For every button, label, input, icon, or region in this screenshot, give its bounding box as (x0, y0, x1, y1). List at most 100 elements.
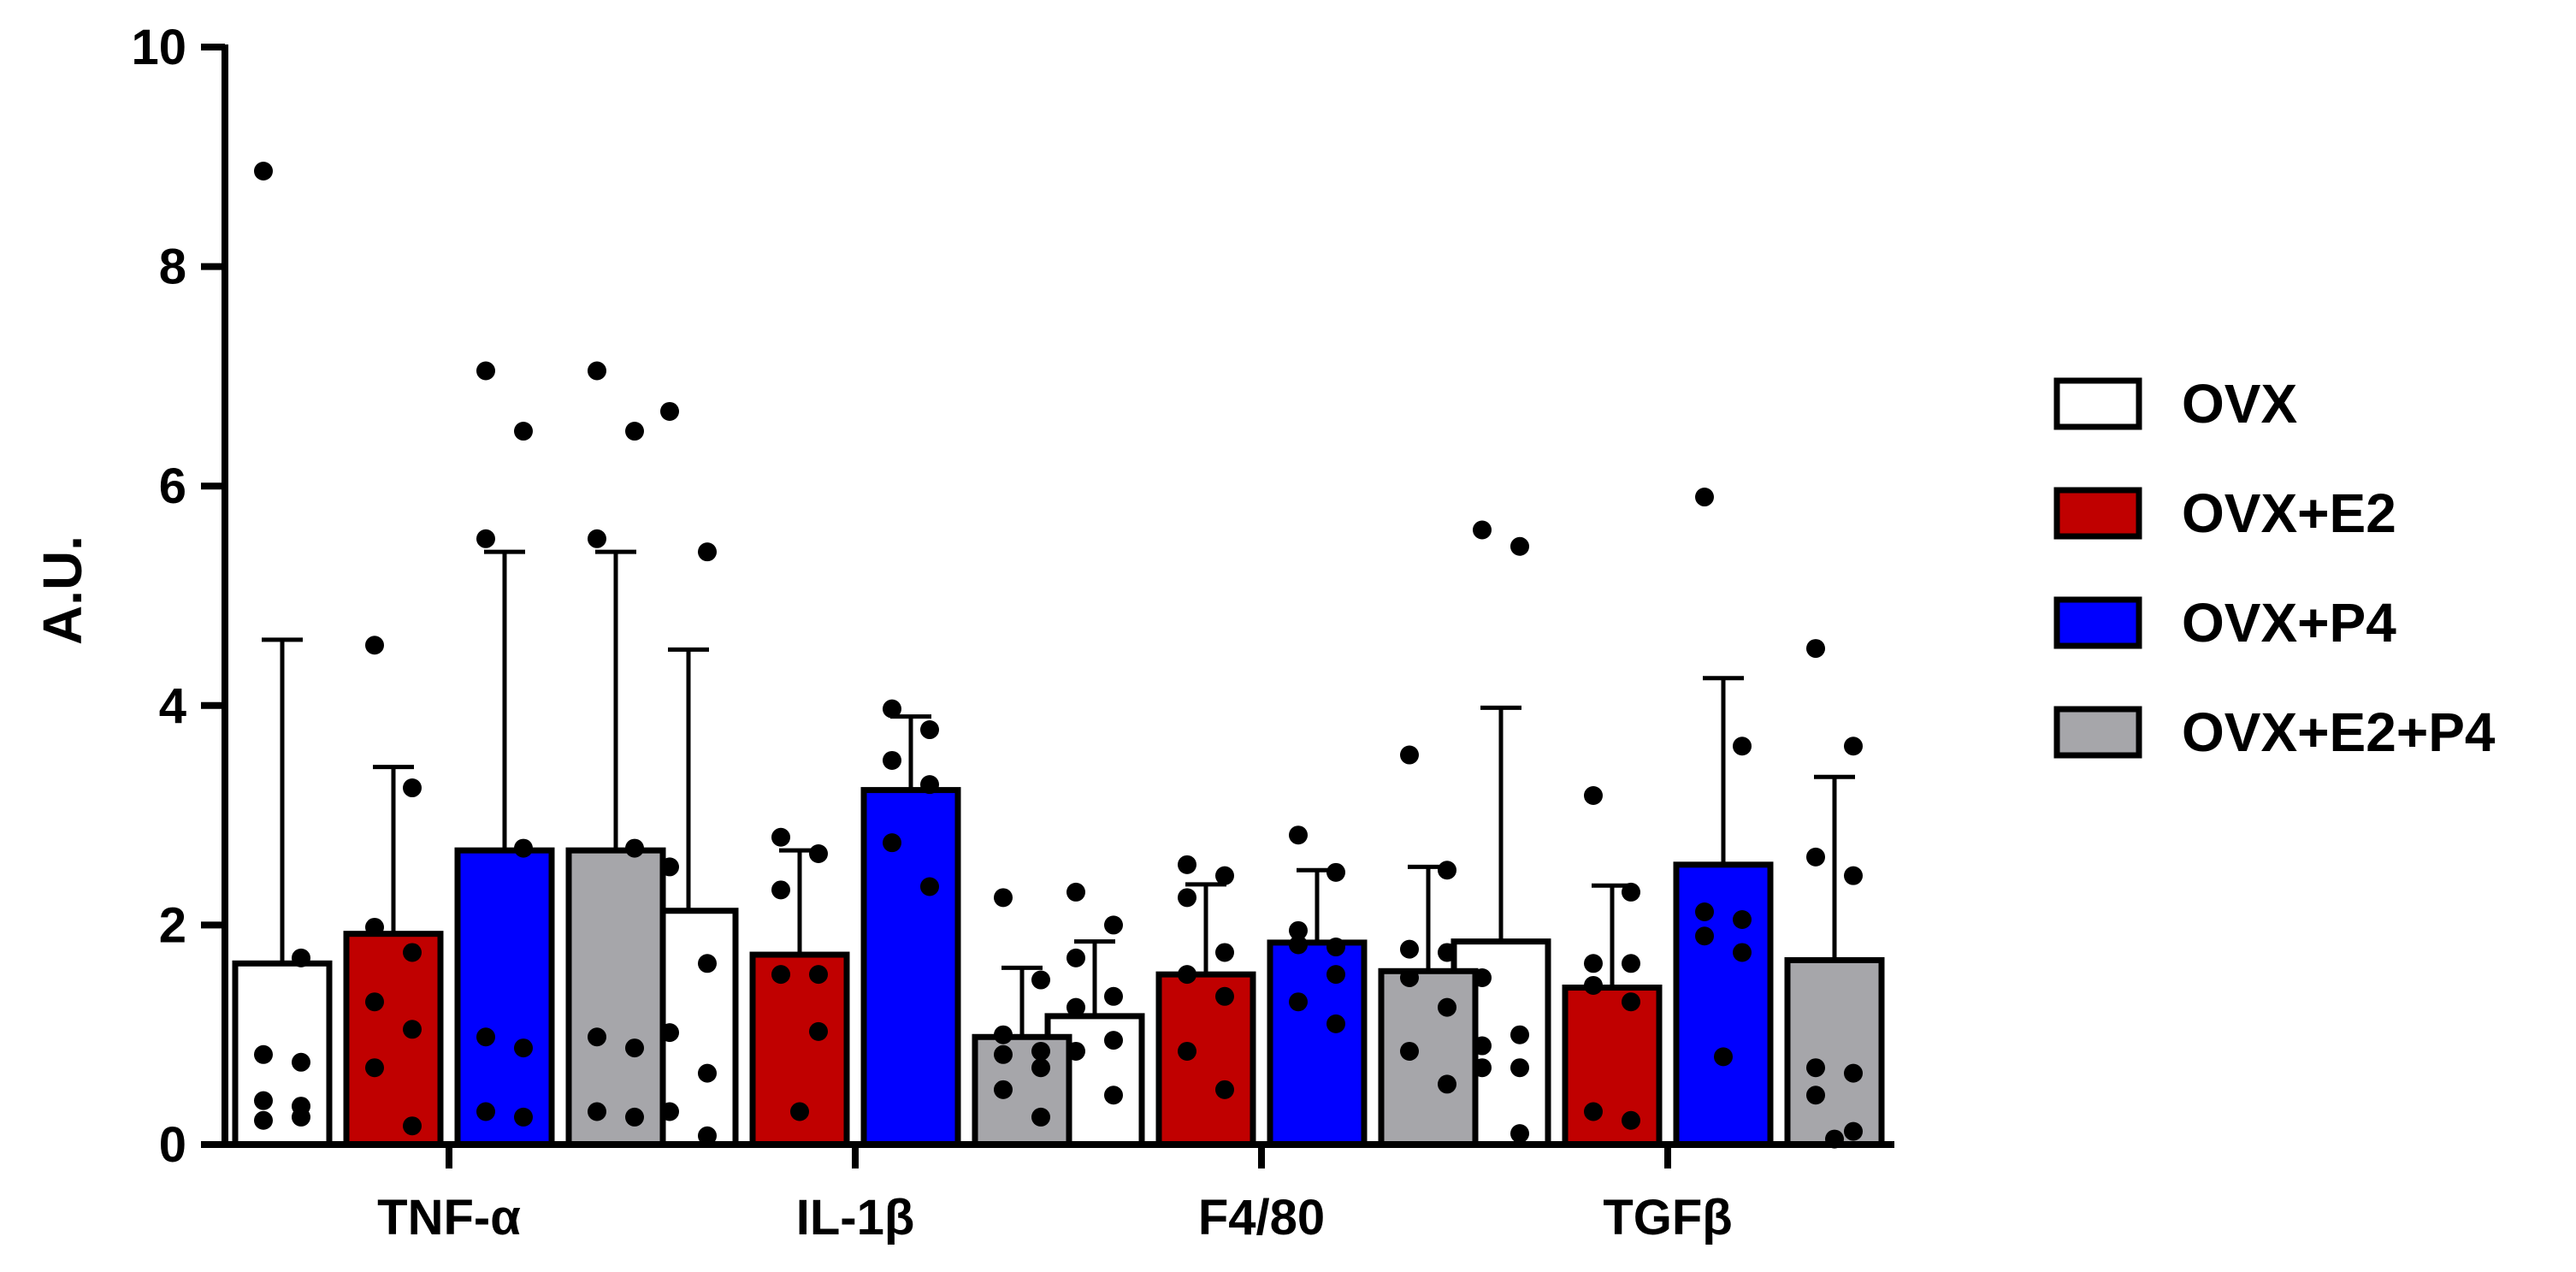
data-point (883, 750, 901, 770)
data-point (1066, 997, 1085, 1017)
data-point (254, 1044, 273, 1064)
data-point (365, 992, 384, 1012)
data-point (1510, 1058, 1529, 1078)
y-tick-label: 0 (159, 1117, 186, 1173)
data-point (1326, 862, 1345, 882)
data-point (1178, 965, 1196, 985)
data-point (994, 1044, 1013, 1064)
data-point (1622, 992, 1640, 1012)
data-point (1104, 1086, 1123, 1105)
data-point (1215, 866, 1234, 885)
data-point (920, 877, 939, 896)
data-point (1733, 737, 1752, 756)
data-point (1806, 1058, 1825, 1078)
data-point (403, 1020, 422, 1039)
legend: OVX OVX+E2 OVX+P4 OVX+E2+P4 (2053, 373, 2496, 763)
data-point (588, 529, 606, 548)
y-tick-label: 10 (131, 20, 186, 75)
data-point (1695, 488, 1714, 507)
data-point (1438, 1074, 1456, 1094)
data-point (1473, 520, 1492, 540)
x-tick-label: TGFβ (1603, 1190, 1732, 1245)
data-point (1584, 975, 1603, 995)
data-point (1844, 1121, 1863, 1141)
data-point (1289, 920, 1308, 940)
data-point (660, 401, 679, 421)
data-point (1806, 847, 1825, 867)
data-point (994, 1080, 1013, 1099)
data-point (1622, 954, 1640, 973)
legend-swatch (2053, 377, 2142, 430)
data-point (1438, 943, 1456, 962)
y-tick-label: 2 (159, 897, 186, 953)
data-point (698, 954, 717, 973)
data-point (1584, 786, 1603, 806)
data-point (1510, 536, 1529, 556)
data-point (1806, 639, 1825, 659)
data-point (771, 827, 790, 847)
data-point (1844, 1063, 1863, 1083)
data-point (625, 1038, 644, 1058)
data-point (625, 1107, 644, 1127)
data-point (994, 1025, 1013, 1044)
data-point (698, 1063, 717, 1083)
data-point (1695, 902, 1714, 922)
data-point (1031, 1058, 1050, 1078)
data-point (365, 636, 384, 655)
data-point (514, 1038, 533, 1058)
data-point (883, 699, 901, 719)
data-point (698, 1126, 717, 1145)
data-point (625, 838, 644, 858)
data-point (1326, 1014, 1345, 1033)
data-point (1733, 943, 1752, 962)
data-point (809, 965, 828, 985)
bar (343, 931, 444, 1148)
data-point (790, 1102, 809, 1121)
data-point (1104, 1031, 1123, 1050)
data-point (1326, 965, 1345, 985)
data-point (1031, 970, 1050, 990)
data-point (514, 422, 533, 441)
legend-label: OVX+E2+P4 (2182, 701, 2496, 763)
data-point (920, 775, 939, 795)
legend-swatch (2053, 706, 2142, 759)
data-point (1584, 1102, 1603, 1121)
data-point (1400, 745, 1419, 765)
data-point (292, 948, 310, 967)
data-point (809, 844, 828, 864)
y-tick-label: 4 (159, 678, 186, 734)
data-point (625, 422, 644, 441)
data-point (588, 361, 606, 381)
data-point (403, 778, 422, 798)
data-point (1806, 1086, 1825, 1105)
data-point (771, 965, 790, 985)
data-point (1215, 943, 1234, 962)
data-point (1622, 882, 1640, 902)
data-point (1289, 935, 1308, 955)
data-point (1178, 888, 1196, 908)
data-point (1400, 967, 1419, 987)
data-point (403, 1116, 422, 1136)
data-point (1178, 855, 1196, 874)
bar (1673, 861, 1774, 1148)
data-point (920, 720, 939, 740)
data-point (476, 1027, 495, 1047)
bar (860, 787, 961, 1148)
bar (565, 847, 666, 1148)
data-point (883, 833, 901, 853)
data-point (254, 1091, 273, 1110)
data-point (588, 1102, 606, 1121)
bar (1155, 971, 1256, 1148)
data-point (1400, 1041, 1419, 1061)
bar (1267, 939, 1368, 1148)
data-point (403, 943, 422, 962)
data-point (365, 1058, 384, 1078)
data-point (1510, 1124, 1529, 1144)
legend-label: OVX (2182, 373, 2297, 435)
bar (454, 847, 555, 1148)
data-point (1066, 882, 1085, 902)
data-point (1438, 997, 1456, 1017)
bar (972, 1033, 1072, 1148)
data-point (1289, 825, 1308, 845)
